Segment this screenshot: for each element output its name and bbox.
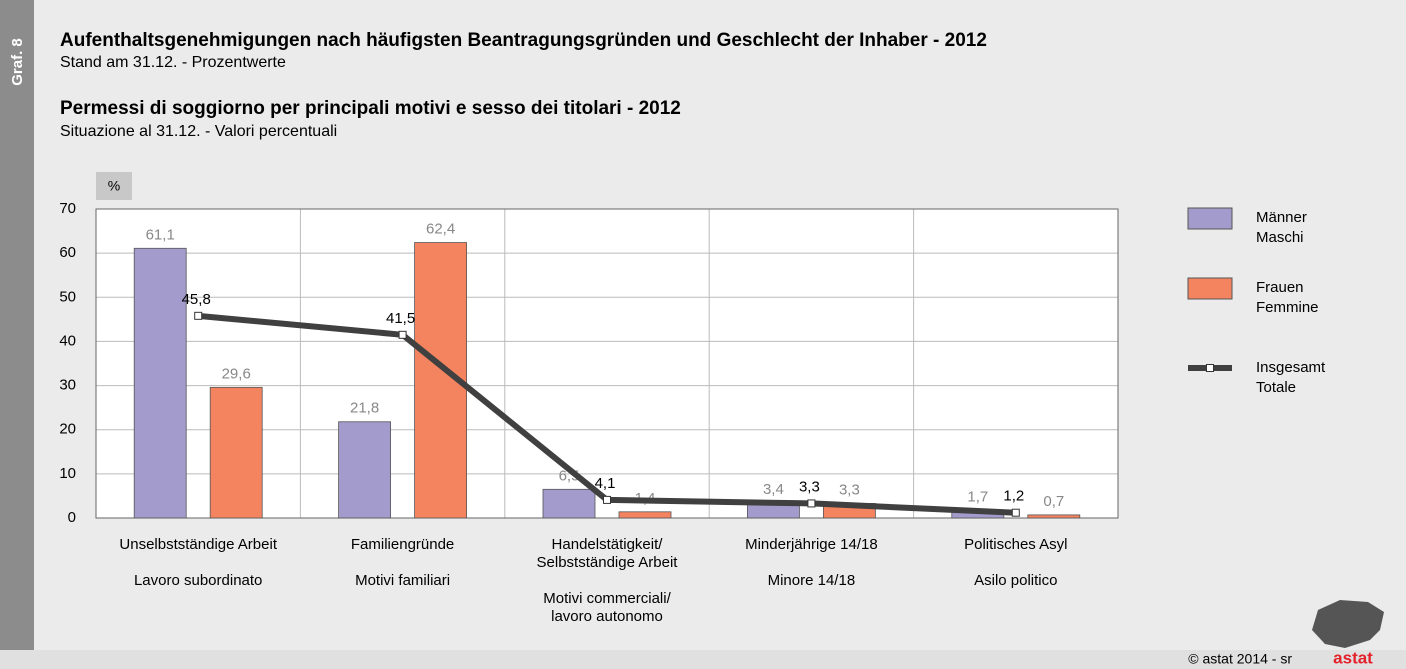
x-tick-label: Handelstätigkeit/: [552, 536, 664, 553]
legend-marker: [1206, 364, 1214, 372]
value-label: 62,4: [426, 221, 455, 238]
x-tick-label: Familiengründe: [351, 536, 454, 553]
legend-label: Frauen: [1256, 279, 1304, 296]
x-tick-label: Selbstständige Arbeit: [537, 554, 679, 571]
legend-label-it: Totale: [1256, 379, 1296, 396]
legend-label: Männer: [1256, 209, 1307, 226]
plot-area: [96, 209, 1118, 518]
source: © astat 2014 - sr: [1188, 651, 1292, 667]
x-tick-label-it: Lavoro subordinato: [134, 572, 262, 589]
side-strip: [0, 0, 34, 669]
line-value-label: 45,8: [182, 291, 211, 308]
line-value-label: 4,1: [595, 475, 616, 492]
y-tick-label: 70: [59, 200, 76, 217]
y-tick-label: 50: [59, 288, 76, 305]
bar: [618, 511, 672, 519]
value-label: 3,4: [763, 481, 784, 498]
line-marker: [398, 330, 407, 339]
chart-subtitle: Stand am 31.12. - Prozentwerte: [60, 54, 286, 71]
plot-border: [95, 208, 1119, 519]
line-value-label: 41,5: [386, 310, 415, 327]
chart-title-it: Permessi di soggiorno per principali mot…: [60, 98, 681, 119]
value-label: 61,1: [146, 226, 175, 243]
chart-title: Aufenthaltsgenehmigungen nach häufigsten…: [60, 30, 987, 51]
x-tick-label-it: Motivi familiari: [355, 572, 450, 589]
x-tick-label: Politisches Asyl: [964, 536, 1067, 553]
value-label: 1,7: [967, 488, 988, 505]
value-label: 29,6: [222, 365, 251, 382]
y-tick-label: 30: [59, 377, 76, 394]
bar: [209, 386, 263, 519]
y-tick-label: 60: [59, 244, 76, 261]
bar: [1027, 514, 1081, 519]
logo-map: [1312, 600, 1384, 648]
y-unit: %: [108, 178, 120, 194]
value-label: 0,7: [1043, 493, 1064, 510]
line-marker: [1011, 508, 1020, 517]
chart-subtitle-it: Situazione al 31.12. - Valori percentual…: [60, 123, 337, 140]
line-marker: [807, 499, 816, 508]
y-tick-label: 40: [59, 332, 76, 349]
legend-label: Insgesamt: [1256, 359, 1326, 376]
x-tick-label-it: Asilo politico: [974, 572, 1057, 589]
bar: [133, 247, 187, 519]
x-tick-label: Minderjährige 14/18: [745, 536, 878, 553]
value-label: 3,3: [839, 481, 860, 498]
unit-box: [96, 172, 132, 200]
legend-label-it: Femmine: [1256, 299, 1319, 316]
line-marker: [194, 311, 203, 320]
line-value-label: 1,2: [1003, 488, 1024, 505]
logo: astat: [1333, 648, 1373, 667]
logo-shape: [1312, 600, 1384, 648]
figure-label: Graf. 8: [9, 38, 26, 86]
line-value-label: 3,3: [799, 478, 820, 495]
x-tick-label: Unselbstständige Arbeit: [119, 536, 277, 553]
legend-swatch: [1187, 277, 1233, 300]
x-tick-label-it: Motivi commerciali/: [543, 590, 671, 607]
bar: [542, 488, 596, 519]
y-tick-label: 20: [59, 421, 76, 438]
legend-label-it: Maschi: [1256, 229, 1304, 246]
line-marker: [603, 495, 611, 504]
value-label: 21,8: [350, 400, 379, 417]
footer-strip: [0, 650, 1406, 669]
bar: [338, 421, 392, 519]
y-tick-label: 0: [68, 509, 76, 526]
x-tick-label-it: Minore 14/18: [768, 572, 856, 589]
x-tick-label-it: lavoro autonomo: [551, 608, 663, 625]
legend-swatch: [1187, 207, 1233, 230]
y-tick-label: 10: [59, 465, 76, 482]
